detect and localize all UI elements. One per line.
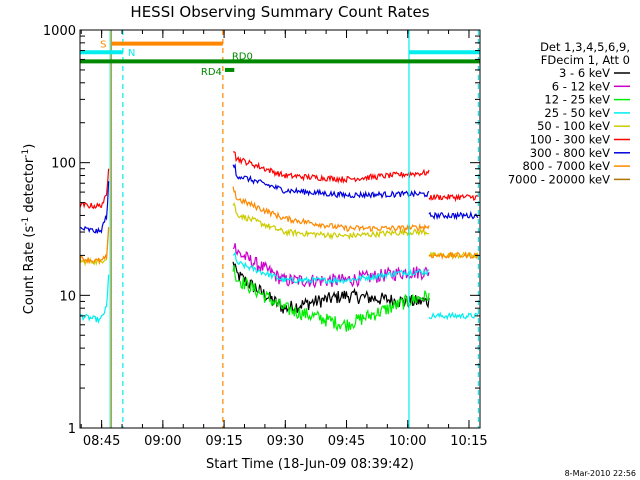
legend-entry-label: 12 - 25 keV: [544, 93, 610, 107]
x-axis-label: Start Time (18-Jun-09 08:39:42): [206, 457, 414, 472]
legend-entry-label: 800 - 7000 keV: [522, 159, 610, 173]
series-line: [232, 163, 430, 200]
legend-entry-label: 6 - 12 keV: [552, 79, 610, 93]
annotation-label: S: [100, 40, 106, 51]
series-6: [79, 151, 479, 210]
series-line: [79, 229, 110, 267]
y-tick-label: 10: [59, 289, 76, 304]
series-line: [79, 274, 110, 325]
legend-header-2: FDecim 1, Att 0: [541, 53, 630, 67]
series-line: [79, 181, 110, 234]
x-tick-label: 10:00: [389, 434, 426, 449]
series-line: [232, 186, 430, 234]
series-layer: [79, 151, 479, 332]
series-line-after: [428, 250, 479, 261]
series-line-after: [428, 193, 479, 203]
chart-title: HESSI Observing Summary Count Rates: [130, 3, 429, 21]
plot-frame: [79, 29, 481, 429]
series-line-after: [428, 210, 479, 221]
y-axis-label: Count Rate (s-1 detector-1): [21, 144, 37, 315]
legend-entry-label: 100 - 300 keV: [530, 133, 610, 147]
series-7: [79, 163, 479, 234]
series-5: [79, 202, 479, 267]
annotation-label: RD4: [201, 67, 222, 78]
x-tick-label: 09:30: [267, 434, 304, 449]
legend-entry-label: 50 - 100 keV: [537, 119, 610, 133]
legend-entry-label: 300 - 800 keV: [530, 146, 610, 160]
legend-entry-label: 3 - 6 keV: [559, 66, 610, 80]
series-line: [79, 226, 110, 266]
series-line: [232, 202, 430, 241]
x-tick-label: 10:15: [450, 434, 487, 449]
annotation-label: N: [128, 48, 135, 59]
annotation-label: RD0: [232, 51, 253, 62]
x-tick-label: 09:45: [328, 434, 365, 449]
series-line: [232, 264, 430, 332]
legend-entry-label: 25 - 50 keV: [544, 106, 610, 120]
legend-header-1: Det 1,3,4,5,6,9,: [540, 40, 630, 54]
series-3: [232, 264, 430, 332]
y-tick-label: 1: [68, 422, 76, 437]
y-tick-label: 100: [51, 157, 76, 172]
footer-timestamp: 8-Mar-2010 22:56: [565, 469, 636, 478]
vline-layer: [109, 30, 479, 428]
x-tick-label: 09:15: [205, 434, 242, 449]
series-line: [79, 168, 110, 210]
axis-layer: 08:45 09:00 09:15 09:30 09:45 10:00 10:15 1 10 10…: [43, 24, 488, 449]
series-line: [232, 151, 430, 185]
annotation-layer: S N RD0 RD4: [80, 40, 480, 78]
legend-entry-label: 7000 - 20000 keV: [508, 172, 610, 186]
y-tick-label: 1000: [43, 24, 76, 39]
series-line-after: [428, 311, 479, 321]
series-8: [79, 186, 479, 266]
x-tick-label: 08:45: [83, 434, 120, 449]
x-tick-label: 09:00: [144, 434, 181, 449]
series-line: [232, 251, 430, 285]
series-4: [79, 251, 479, 325]
